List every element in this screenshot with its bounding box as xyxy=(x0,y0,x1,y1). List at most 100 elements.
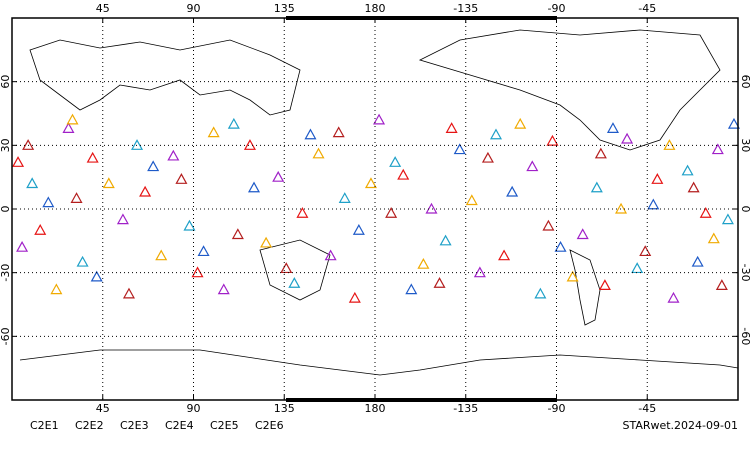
station-marker xyxy=(147,160,160,172)
station-marker xyxy=(615,202,628,214)
legend-entry: C2E3 xyxy=(120,419,149,432)
station-marker xyxy=(272,170,285,182)
station-marker xyxy=(576,228,589,240)
station-marker xyxy=(373,113,386,125)
legend-entry: C2E1 xyxy=(30,419,59,432)
station-marker xyxy=(42,196,55,208)
station-marker xyxy=(122,287,135,299)
station-marker xyxy=(332,126,345,138)
x-tick-label: 180 xyxy=(365,2,386,15)
station-marker xyxy=(22,139,35,150)
station-marker xyxy=(175,173,188,184)
y-tick-label: 60 xyxy=(0,75,12,89)
x-tick-label: -90 xyxy=(548,402,566,415)
station-marker xyxy=(16,240,29,252)
station-marker xyxy=(312,147,325,159)
station-marker xyxy=(280,262,293,274)
station-marker xyxy=(50,283,63,295)
x-tick-label: -135 xyxy=(453,2,478,15)
station-marker xyxy=(473,266,486,278)
plot-area xyxy=(12,113,740,303)
station-marker xyxy=(247,181,261,193)
station-marker xyxy=(506,185,519,197)
station-marker xyxy=(651,173,664,184)
station-marker xyxy=(296,207,309,218)
station-marker xyxy=(439,234,452,246)
station-marker xyxy=(207,126,220,138)
station-marker xyxy=(70,192,83,203)
station-marker xyxy=(699,207,712,218)
legend-entry: C2E4 xyxy=(165,419,194,432)
y-tick-label: -30 xyxy=(0,264,12,282)
y-tick-label: -30 xyxy=(739,264,750,282)
x-tick-label: -90 xyxy=(548,2,566,15)
station-marker xyxy=(191,266,204,278)
station-marker xyxy=(542,219,555,231)
station-marker xyxy=(405,283,418,295)
station-marker xyxy=(721,213,734,225)
station-marker xyxy=(621,132,634,144)
station-marker xyxy=(66,113,79,125)
station-marker xyxy=(489,128,503,140)
station-marker xyxy=(324,249,337,261)
station-marker xyxy=(606,122,619,133)
legend-entry: C2E2 xyxy=(75,419,104,432)
station-marker xyxy=(639,245,652,257)
station-marker xyxy=(116,213,129,225)
station-marker xyxy=(566,270,579,282)
y-tick-label: 0 xyxy=(739,206,750,213)
station-marker xyxy=(514,117,527,129)
station-marker xyxy=(86,151,99,163)
station-marker xyxy=(465,194,478,206)
station-marker xyxy=(687,181,700,193)
station-marker xyxy=(598,279,611,290)
x-tick-label: 180 xyxy=(365,402,386,415)
station-marker xyxy=(534,287,547,299)
y-tick-label: -60 xyxy=(739,327,750,345)
station-marker xyxy=(481,151,494,163)
x-tick-label: 90 xyxy=(187,402,201,415)
y-tick-label: 0 xyxy=(0,206,12,213)
station-marker xyxy=(62,122,75,133)
station-marker xyxy=(691,255,704,267)
station-marker xyxy=(338,192,351,203)
station-marker xyxy=(34,223,47,235)
station-marker xyxy=(260,236,273,248)
station-marker xyxy=(348,291,361,303)
x-tick-label: 135 xyxy=(274,2,295,15)
station-marker xyxy=(397,168,410,180)
station-marker xyxy=(417,257,430,269)
station-marker xyxy=(681,164,694,176)
station-marker xyxy=(385,207,398,218)
station-marker xyxy=(139,185,152,197)
station-marker xyxy=(453,143,466,155)
station-marker xyxy=(590,181,603,193)
footer: STARwet.2024-09-01 xyxy=(622,419,738,432)
station-marker xyxy=(155,249,168,261)
station-marker xyxy=(227,117,240,129)
x-tick-label: -135 xyxy=(453,402,478,415)
y-tick-label: 30 xyxy=(0,138,12,152)
station-marker xyxy=(727,117,740,129)
station-marker xyxy=(352,223,365,235)
station-marker xyxy=(498,249,511,261)
x-tick-label: 45 xyxy=(96,402,110,415)
frame-bar xyxy=(286,398,557,402)
x-tick-label: -45 xyxy=(638,2,656,15)
station-marker xyxy=(647,198,660,210)
station-marker xyxy=(631,262,644,274)
y-tick-label: -60 xyxy=(0,327,12,345)
x-tick-label: 90 xyxy=(187,2,201,15)
station-marker xyxy=(288,277,301,288)
frame-bar xyxy=(286,16,557,20)
station-marker xyxy=(707,232,720,244)
station-marker xyxy=(667,291,680,303)
x-tick-label: -45 xyxy=(638,402,656,415)
station-marker xyxy=(364,177,377,189)
x-tick-label: 45 xyxy=(96,2,110,15)
station-marker xyxy=(304,128,317,140)
station-marker xyxy=(526,160,539,172)
station-marker xyxy=(433,277,446,288)
station-marker xyxy=(445,122,458,133)
